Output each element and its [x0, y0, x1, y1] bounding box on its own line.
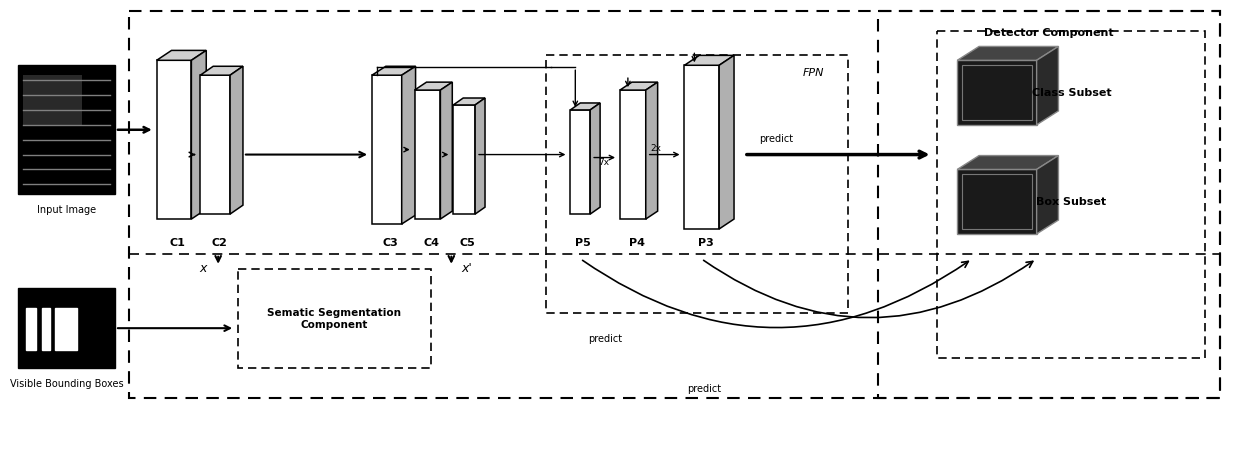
- Text: Sematic Segmentation
Component: Sematic Segmentation Component: [268, 308, 401, 329]
- Text: Visible Bounding Boxes: Visible Bounding Boxes: [10, 378, 123, 388]
- Text: P4: P4: [629, 237, 644, 247]
- Polygon shape: [415, 91, 440, 220]
- Bar: [42, 308, 50, 350]
- Text: C4: C4: [424, 237, 440, 247]
- Polygon shape: [958, 156, 1058, 170]
- Polygon shape: [684, 66, 719, 230]
- Polygon shape: [230, 67, 243, 215]
- Polygon shape: [156, 51, 206, 61]
- Polygon shape: [958, 61, 1037, 125]
- Polygon shape: [570, 110, 590, 215]
- Text: C2: C2: [211, 237, 227, 247]
- Polygon shape: [684, 56, 733, 66]
- Polygon shape: [570, 104, 600, 110]
- Text: 2x: 2x: [650, 143, 662, 152]
- Text: x': x': [461, 261, 472, 274]
- Polygon shape: [372, 76, 401, 225]
- Polygon shape: [415, 83, 452, 91]
- Text: P3: P3: [699, 237, 714, 247]
- Text: Class Subset: Class Subset: [1032, 88, 1111, 98]
- Bar: [17, 66, 115, 195]
- Polygon shape: [620, 91, 646, 220]
- Text: x: x: [199, 261, 207, 274]
- Polygon shape: [958, 170, 1037, 235]
- Text: Detector Component: Detector Component: [984, 28, 1114, 37]
- Polygon shape: [453, 106, 475, 215]
- Bar: [26, 308, 36, 350]
- Polygon shape: [590, 104, 600, 215]
- Text: C3: C3: [383, 237, 399, 247]
- Bar: [22, 76, 82, 125]
- Bar: [56, 308, 77, 350]
- Polygon shape: [191, 51, 206, 220]
- Polygon shape: [958, 47, 1058, 61]
- Text: Box Subset: Box Subset: [1036, 197, 1106, 207]
- Text: predict: predict: [589, 333, 622, 343]
- Bar: [17, 289, 115, 368]
- Text: 7x: 7x: [598, 158, 610, 167]
- Polygon shape: [719, 56, 733, 230]
- Polygon shape: [156, 61, 191, 220]
- Polygon shape: [1037, 47, 1058, 125]
- Text: Input Image: Input Image: [37, 205, 95, 215]
- Polygon shape: [646, 83, 658, 220]
- Polygon shape: [453, 99, 484, 106]
- Polygon shape: [401, 67, 415, 225]
- Polygon shape: [620, 83, 658, 91]
- Polygon shape: [1037, 156, 1058, 235]
- Text: predict: predict: [688, 383, 721, 393]
- Text: C1: C1: [170, 237, 186, 247]
- Text: FPN: FPN: [803, 68, 824, 78]
- Polygon shape: [201, 76, 230, 215]
- Text: C5: C5: [460, 237, 475, 247]
- Polygon shape: [475, 99, 484, 215]
- Text: predict: predict: [758, 133, 793, 143]
- Polygon shape: [440, 83, 452, 220]
- Polygon shape: [372, 67, 415, 76]
- Text: P5: P5: [575, 237, 591, 247]
- Polygon shape: [201, 67, 243, 76]
